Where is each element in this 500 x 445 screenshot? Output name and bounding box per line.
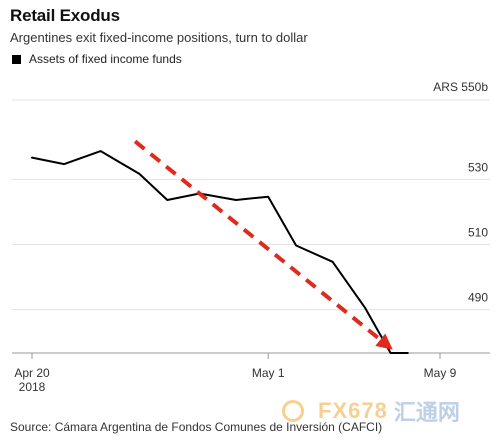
x-tick-sublabel: 2018 — [19, 380, 46, 394]
y-tick-label: 490 — [468, 291, 488, 305]
x-tick-label: Apr 20 — [14, 366, 50, 380]
watermark-icon — [282, 400, 304, 422]
y-unit-label: ARS 550b — [433, 80, 488, 94]
watermark-brand: FX678 — [318, 398, 388, 423]
watermark-cn: 汇通网 — [393, 400, 460, 425]
y-tick-label: 510 — [468, 226, 488, 240]
y-tick-label: 530 — [468, 160, 488, 174]
x-tick-label: May 9 — [424, 366, 457, 380]
legend-label: Assets of fixed income funds — [29, 52, 182, 66]
chart-title: Retail Exodus — [10, 6, 120, 25]
chart-subtitle: Argentines exit fixed-income positions, … — [10, 30, 308, 45]
trend-arrow-shaft — [133, 139, 382, 342]
watermark-logo: FX678 汇通网 — [282, 396, 492, 426]
source-note: Source: Cámara Argentina de Fondos Comun… — [10, 420, 383, 434]
x-tick-label: May 1 — [252, 366, 285, 380]
legend: Assets of fixed income funds — [12, 52, 182, 66]
series-line — [31, 150, 409, 354]
legend-swatch — [12, 54, 21, 64]
trend-arrow-head — [375, 333, 393, 350]
